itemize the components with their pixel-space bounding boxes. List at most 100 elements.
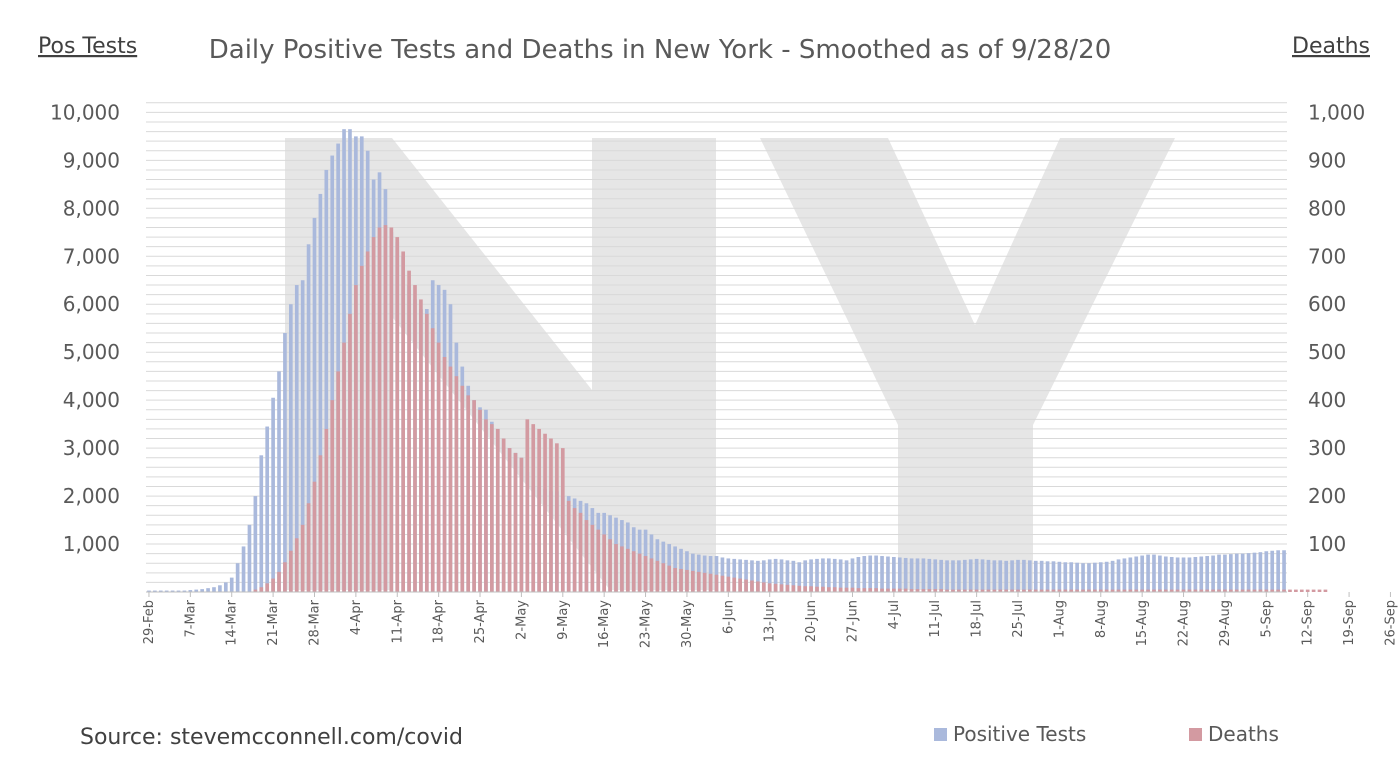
bar-positive-tests — [1104, 561, 1109, 592]
legend: Positive Tests Deaths — [934, 722, 1279, 746]
y-tick-right: 800 — [1308, 196, 1346, 220]
bar-positive-tests — [1010, 560, 1014, 592]
y-tick-right: 700 — [1308, 244, 1346, 268]
bar-deaths — [957, 589, 961, 592]
bar-deaths — [1022, 589, 1026, 592]
bar-deaths — [1122, 589, 1127, 592]
bar-deaths — [566, 500, 571, 592]
bar-deaths — [1158, 589, 1162, 592]
ny-watermark — [285, 138, 1175, 590]
bar-deaths — [1093, 589, 1097, 592]
y-tick-right: 1,000 — [1308, 100, 1365, 124]
bar-deaths — [1098, 589, 1103, 592]
bar-deaths — [1140, 589, 1144, 592]
right-axis-label: Deaths — [1292, 34, 1370, 59]
bar-positive-tests — [277, 371, 281, 592]
bar-deaths — [1010, 589, 1014, 592]
x-tick-label: 20-Jun — [804, 600, 819, 642]
bar-positive-tests — [1016, 559, 1020, 592]
bar-deaths — [880, 588, 884, 592]
bar-positive-tests — [815, 558, 819, 592]
bar-deaths — [809, 586, 813, 592]
bar-deaths — [614, 544, 618, 592]
bar-deaths — [602, 534, 607, 592]
bar-deaths — [832, 587, 837, 592]
bar-deaths — [460, 385, 465, 592]
bar-deaths — [454, 376, 459, 592]
bar-deaths — [419, 299, 423, 592]
bar-deaths — [767, 583, 772, 592]
bar-deaths — [448, 366, 453, 592]
bar-positive-tests — [809, 559, 813, 592]
bar-positive-tests — [330, 155, 335, 592]
bar-positive-tests — [785, 560, 790, 592]
bar-positive-tests — [200, 589, 204, 592]
bar-deaths — [525, 419, 530, 592]
bar-positive-tests — [761, 560, 766, 592]
bar-deaths — [490, 424, 494, 592]
bar-positive-tests — [324, 169, 329, 592]
bar-positive-tests — [336, 143, 340, 592]
bar-positive-tests — [992, 560, 997, 592]
x-tick-label: 4-Jul — [887, 600, 902, 629]
x-tick-label: 9-May — [556, 600, 571, 640]
bar-deaths — [1057, 589, 1062, 592]
x-tick-label: 11-Jul — [928, 600, 943, 638]
bar-deaths — [1299, 589, 1304, 592]
bar-deaths — [1075, 589, 1079, 592]
bar-deaths — [892, 588, 896, 592]
bar-deaths — [850, 587, 855, 592]
bar-deaths — [478, 409, 482, 592]
bar-positive-tests — [732, 558, 737, 592]
x-tick-label: 22-Aug — [1177, 600, 1192, 646]
bar-positive-tests — [300, 280, 305, 592]
bar-deaths — [1027, 589, 1032, 592]
bar-deaths — [1087, 589, 1091, 592]
bar-deaths — [1039, 589, 1044, 592]
bar-positive-tests — [1282, 550, 1286, 592]
bar-deaths — [608, 539, 612, 592]
bar-deaths — [702, 572, 707, 592]
x-tick-label: 28-Mar — [307, 599, 322, 645]
bar-deaths — [1217, 589, 1221, 592]
bar-positive-tests — [797, 562, 802, 592]
bar-deaths — [874, 588, 878, 592]
bar-deaths — [1004, 589, 1009, 592]
bar-positive-tests — [253, 496, 258, 592]
bar-deaths — [1311, 589, 1316, 592]
bar-deaths — [1128, 589, 1133, 592]
bar-deaths — [306, 503, 311, 592]
bar-positive-tests — [945, 560, 949, 592]
x-tick-label: 15-Aug — [1135, 600, 1150, 646]
bar-deaths — [1288, 589, 1292, 592]
bar-deaths — [685, 569, 689, 592]
bar-deaths — [998, 589, 1003, 592]
bar-positive-tests — [892, 556, 896, 592]
x-tick-label: 26-Sep — [1383, 600, 1398, 646]
bar-deaths — [1033, 589, 1038, 592]
bar-deaths — [555, 443, 559, 592]
bar-positive-tests — [1063, 562, 1068, 592]
bar-positive-tests — [933, 559, 938, 592]
bar-deaths — [1134, 589, 1139, 592]
deaths-bars — [253, 225, 1328, 593]
left-y-axis-ticks: 1,000 2,000 3,000 4,000 5,000 6,000 7,000 8,000… — [50, 100, 120, 556]
bar-deaths — [838, 587, 843, 592]
bar-positive-tests — [773, 558, 778, 592]
bar-positive-tests — [980, 559, 985, 592]
bar-deaths — [625, 548, 630, 592]
bar-positive-tests — [986, 559, 991, 592]
bar-deaths — [365, 251, 370, 593]
bar-deaths — [643, 556, 648, 592]
bar-positive-tests — [974, 558, 979, 592]
bar-deaths — [1282, 589, 1286, 592]
bar-positive-tests — [218, 585, 222, 592]
bar-deaths — [750, 580, 754, 592]
x-tick-label: 14-Mar — [225, 599, 240, 645]
bar-deaths — [661, 563, 666, 592]
y-tick-left: 3,000 — [63, 436, 120, 460]
legend-label-deaths: Deaths — [1208, 722, 1279, 746]
left-axis-label: Pos Tests — [38, 34, 137, 59]
bar-deaths — [903, 588, 908, 592]
bar-positive-tests — [1146, 554, 1150, 592]
